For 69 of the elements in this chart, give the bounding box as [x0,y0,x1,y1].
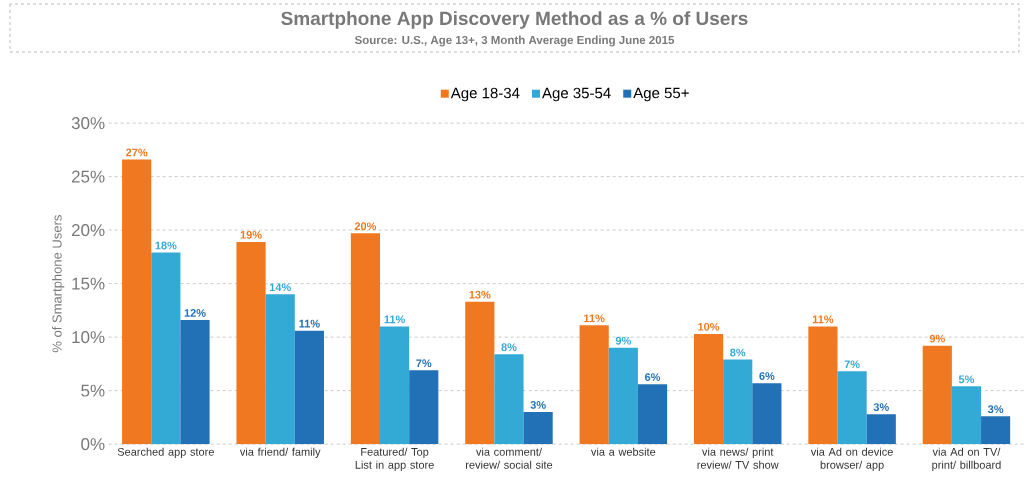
bar [350,233,381,445]
bar [180,320,210,445]
data-label: 8% [501,343,517,352]
x-tick-label: Featured/ Top List in app store [355,447,434,471]
chart-title: Smartphone App Discovery Method as a % of Users [281,11,748,29]
data-label: 12% [184,309,206,317]
bar [151,252,181,445]
data-label: 3% [530,401,546,409]
data-label: 27% [126,148,148,157]
x-tick-label: via a website [590,447,656,456]
data-label: 18% [155,241,177,250]
bar [409,370,439,445]
data-label: 19% [240,230,262,239]
bar [122,159,152,445]
data-label: 5% [958,375,975,384]
bar [808,326,838,445]
bar [723,359,753,445]
bar [236,241,266,445]
bar [693,333,724,445]
y-tick-label: 15% [72,277,105,290]
data-label: 6% [759,372,775,380]
x-tick-label: via friend/ family [239,447,321,458]
data-label: 9% [929,334,945,343]
x-tick-label: via comment/ review/ social site [466,447,553,469]
data-label: 7% [416,359,432,368]
bar [465,301,495,445]
data-label: 20% [354,222,377,231]
bar [494,354,524,445]
y-axis-title: % of Smartphone Users [52,215,65,353]
x-tick-label: via Ad on device browser/ app [810,447,893,471]
data-label: 9% [615,336,631,345]
x-tick-label: via news/ print review/ TV show [697,447,779,469]
bar [752,383,782,445]
data-label: 7% [844,360,860,369]
y-tick-label: 20% [71,224,105,237]
bar [837,371,867,445]
bar [523,412,553,445]
y-tick-label: 0% [81,438,105,451]
data-label: 3% [873,403,889,411]
bar [866,414,896,445]
bar [981,416,1011,445]
data-label: 11% [299,319,320,328]
data-label: 11% [384,315,405,324]
bar [265,294,295,445]
bar [608,347,638,445]
legend-label: Age 55+ [633,87,689,102]
data-label: 8% [730,348,746,357]
chart-subtitle: Source: U.S., Age 13+, 3 Month Average Ending June 2015 [354,35,675,47]
bar [922,345,952,445]
y-tick-label: 5% [81,384,105,397]
y-tick-label: 30% [71,117,105,130]
data-label: 11% [584,314,605,323]
x-tick-label: via Ad on TV/ print/ billboard [932,447,1001,471]
bar [579,325,609,445]
data-label: 14% [269,283,291,292]
data-label: 13% [469,290,491,299]
bar [951,386,982,445]
bar [380,326,410,445]
data-label: 10% [698,322,720,331]
y-tick-label: 25% [71,170,105,183]
bar [637,384,668,445]
bar [294,330,324,445]
data-label: 6% [644,373,661,382]
legend-label: Age 18-34 [450,87,520,102]
x-tick-label: Searched app store [117,447,214,458]
data-label: 3% [987,405,1004,414]
data-label: 11% [812,315,834,324]
legend-label: Age 35-54 [542,87,611,102]
y-tick-label: 10% [72,331,105,344]
